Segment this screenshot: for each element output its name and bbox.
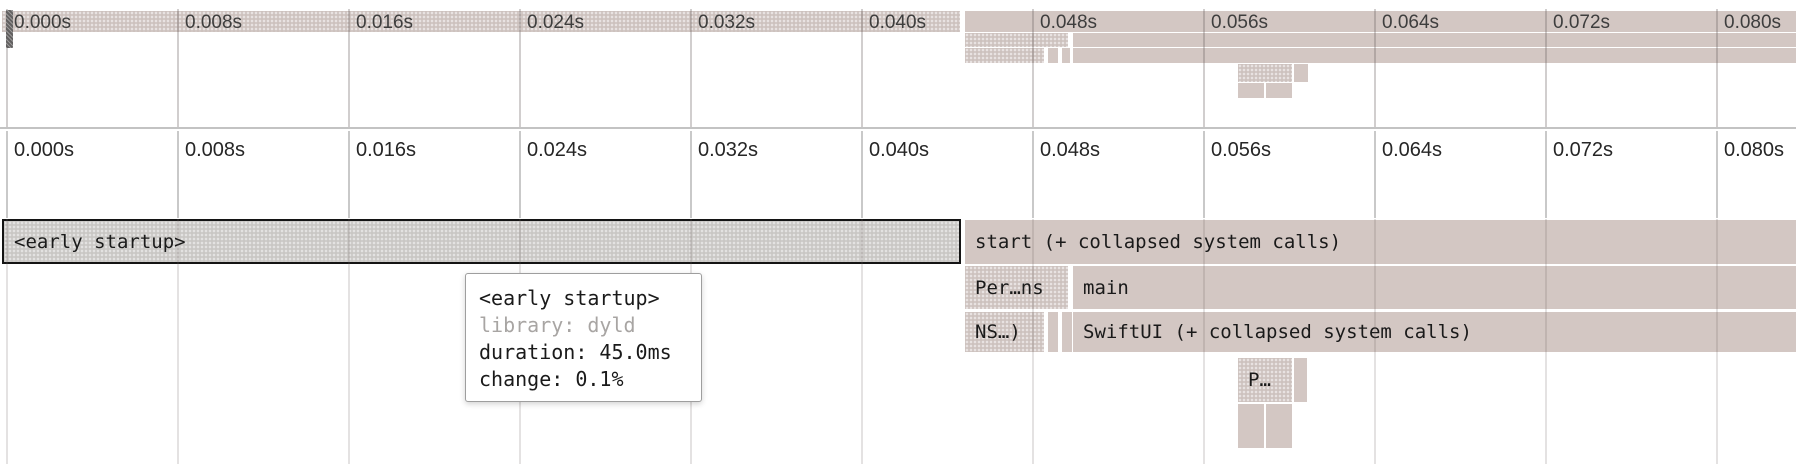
- flame-bar[interactable]: [1294, 358, 1307, 402]
- time-tick-label: 0.064s: [1382, 139, 1443, 161]
- gridline: [177, 131, 179, 218]
- flame-bar-label: SwiftUI (+ collapsed system calls): [1083, 321, 1472, 343]
- flame-bar[interactable]: [1238, 404, 1264, 448]
- gridline: [1032, 131, 1034, 218]
- tooltip-library: library: dyld: [479, 313, 636, 337]
- overview-bar: [1073, 33, 1796, 47]
- scrub-handle[interactable]: [6, 10, 13, 48]
- overview-bar: [965, 33, 1068, 47]
- overview-bar: [965, 48, 1044, 63]
- gridline: [1716, 131, 1718, 218]
- flame-bar[interactable]: <early startup>: [2, 219, 961, 264]
- flame-bar[interactable]: Per…ns: [965, 266, 1068, 309]
- overview-bar: [1048, 48, 1058, 63]
- time-tick-label: 0.000s: [14, 139, 75, 161]
- flame-bar[interactable]: [1266, 404, 1292, 448]
- flame-bar[interactable]: main: [1073, 266, 1796, 309]
- overview-bar: [2, 11, 960, 32]
- gridline: [519, 131, 521, 218]
- gridline: [348, 131, 350, 218]
- overview-bar: [1238, 64, 1292, 82]
- flame-bar[interactable]: NS…): [965, 312, 1044, 352]
- time-tick-label: 0.072s: [1553, 139, 1614, 161]
- overview-bar: [1238, 83, 1264, 98]
- time-tick-label: 0.008s: [185, 139, 246, 161]
- time-tick-label: 0.080s: [1724, 139, 1785, 161]
- flame-bar-label: <early startup>: [14, 230, 186, 253]
- flame-chart-area: <early startup> start (+ collapsed system…: [0, 218, 1796, 464]
- flame-bar-label: Per…ns: [975, 276, 1044, 299]
- flame-bar[interactable]: [1048, 312, 1058, 352]
- overview-bar: [1062, 48, 1070, 63]
- time-tick-label: 0.024s: [527, 139, 588, 161]
- time-tick-label: 0.056s: [1211, 139, 1272, 161]
- gridline: [861, 131, 863, 218]
- flame-bar-label: NS…): [975, 321, 1021, 343]
- flame-bar-label: start (+ collapsed system calls): [975, 231, 1342, 253]
- tooltip-title: <early startup>: [479, 286, 660, 310]
- time-tick-label: 0.032s: [698, 139, 759, 161]
- flame-bar[interactable]: [1062, 312, 1072, 352]
- section-separator: [0, 127, 1796, 129]
- gridline: [1374, 131, 1376, 218]
- overview-bar: [1266, 83, 1292, 98]
- gridline: [1203, 131, 1205, 218]
- time-tick-label: 0.040s: [869, 139, 930, 161]
- tooltip-change: change: 0.1%: [479, 367, 624, 391]
- timeline-overview-track[interactable]: 0.000s 0.008s 0.016s 0.024s 0.032s 0.040s 0.04…: [0, 0, 1796, 128]
- tooltip: <early startup> library: dyld duration: …: [465, 273, 702, 402]
- time-tick-label: 0.016s: [356, 139, 417, 161]
- flame-bar-label: P…: [1248, 369, 1271, 391]
- gridline: [6, 131, 8, 218]
- overview-bar: [1073, 48, 1796, 63]
- gridline: [690, 131, 692, 218]
- flame-bar[interactable]: SwiftUI (+ collapsed system calls): [1073, 312, 1796, 352]
- flame-bar[interactable]: start (+ collapsed system calls): [965, 220, 1796, 264]
- tooltip-duration: duration: 45.0ms: [479, 340, 672, 364]
- overview-bar: [965, 11, 1796, 32]
- flame-bar-label: main: [1083, 276, 1129, 299]
- time-tick-label: 0.048s: [1040, 139, 1101, 161]
- flame-bar[interactable]: P…: [1238, 358, 1292, 402]
- gridline: [1545, 131, 1547, 218]
- overview-bar: [1294, 64, 1308, 82]
- time-ruler[interactable]: 0.000s 0.008s 0.016s 0.024s 0.032s 0.040s 0.04…: [0, 129, 1796, 218]
